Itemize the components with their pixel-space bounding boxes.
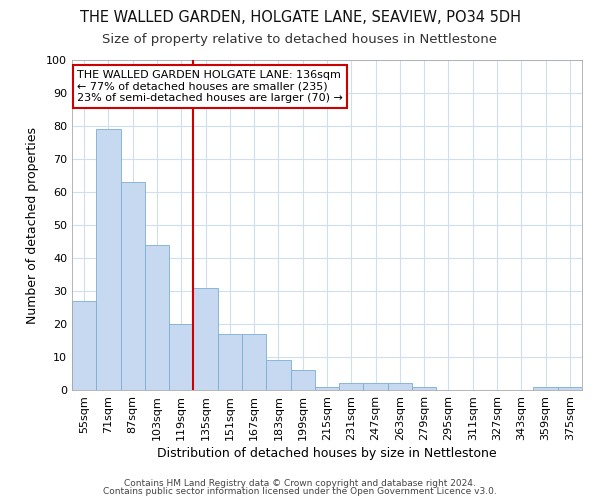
Bar <box>242 334 266 390</box>
Bar <box>96 130 121 390</box>
Bar <box>533 386 558 390</box>
Text: Contains HM Land Registry data © Crown copyright and database right 2024.: Contains HM Land Registry data © Crown c… <box>124 478 476 488</box>
Bar <box>72 301 96 390</box>
Bar <box>169 324 193 390</box>
Bar <box>339 384 364 390</box>
Bar <box>388 384 412 390</box>
Bar <box>145 245 169 390</box>
Text: Contains public sector information licensed under the Open Government Licence v3: Contains public sector information licen… <box>103 487 497 496</box>
Bar <box>315 386 339 390</box>
Bar <box>558 386 582 390</box>
Bar <box>290 370 315 390</box>
Bar <box>218 334 242 390</box>
Text: Size of property relative to detached houses in Nettlestone: Size of property relative to detached ho… <box>103 32 497 46</box>
Bar <box>193 288 218 390</box>
Bar <box>266 360 290 390</box>
X-axis label: Distribution of detached houses by size in Nettlestone: Distribution of detached houses by size … <box>157 447 497 460</box>
Bar <box>412 386 436 390</box>
Bar <box>364 384 388 390</box>
Y-axis label: Number of detached properties: Number of detached properties <box>26 126 39 324</box>
Text: THE WALLED GARDEN HOLGATE LANE: 136sqm
← 77% of detached houses are smaller (235: THE WALLED GARDEN HOLGATE LANE: 136sqm ←… <box>77 70 343 103</box>
Bar <box>121 182 145 390</box>
Text: THE WALLED GARDEN, HOLGATE LANE, SEAVIEW, PO34 5DH: THE WALLED GARDEN, HOLGATE LANE, SEAVIEW… <box>79 10 521 25</box>
